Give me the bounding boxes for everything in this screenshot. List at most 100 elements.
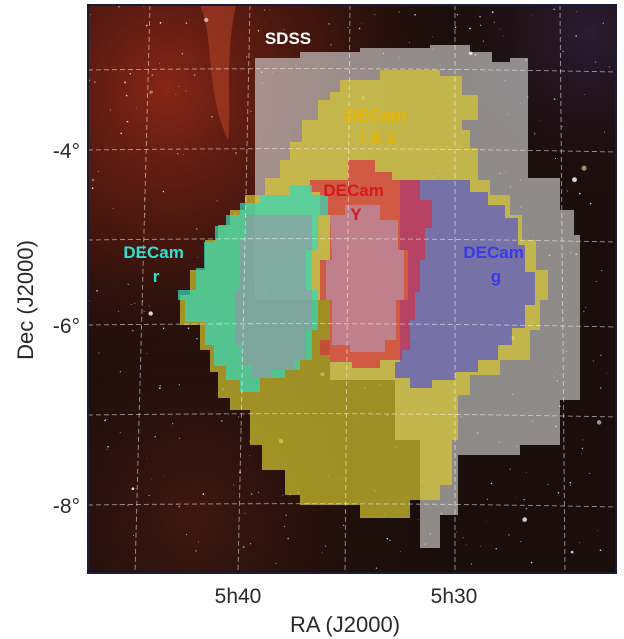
- star: [525, 472, 527, 474]
- star: [118, 6, 120, 8]
- star: [106, 418, 108, 420]
- star: [264, 21, 266, 23]
- coordinate-grid: [88, 5, 616, 573]
- star: [130, 304, 132, 305]
- star: [185, 90, 187, 92]
- star: [399, 551, 401, 553]
- star: [582, 439, 584, 441]
- star: [330, 44, 332, 46]
- star: [563, 71, 565, 73]
- star: [136, 107, 137, 109]
- star: [398, 11, 400, 13]
- star: [562, 50, 564, 53]
- star: [575, 11, 577, 13]
- star: [216, 200, 218, 202]
- star: [599, 549, 602, 552]
- star: [606, 372, 608, 374]
- star: [249, 543, 252, 545]
- star: [146, 352, 148, 354]
- star: [283, 28, 285, 31]
- star: [119, 432, 121, 434]
- star: [244, 512, 246, 514]
- star: [602, 22, 604, 24]
- star: [88, 300, 91, 302]
- star: [178, 437, 181, 440]
- star: [204, 17, 209, 23]
- star: [221, 420, 223, 422]
- star: [328, 23, 330, 25]
- star: [578, 192, 581, 195]
- star: [109, 109, 111, 111]
- label-iz: DECam i & z: [345, 106, 410, 147]
- star: [94, 81, 96, 83]
- star: [181, 53, 184, 55]
- star: [163, 475, 164, 477]
- star: [347, 27, 349, 29]
- star: [151, 74, 154, 76]
- star: [146, 457, 148, 459]
- star: [553, 8, 555, 11]
- star: [134, 302, 136, 304]
- star: [547, 483, 549, 485]
- star: [470, 563, 473, 565]
- star: [600, 354, 602, 357]
- star: [375, 567, 378, 569]
- star: [417, 519, 419, 520]
- star: [162, 190, 165, 193]
- star: [197, 256, 199, 258]
- star: [566, 190, 568, 192]
- y-tick-label: -8°: [53, 495, 80, 518]
- star: [119, 371, 121, 373]
- star: [113, 564, 115, 566]
- y-tick-label: -4°: [53, 140, 80, 163]
- star: [187, 279, 189, 281]
- star: [250, 110, 252, 112]
- star: [145, 213, 147, 215]
- star: [91, 187, 94, 189]
- star: [414, 13, 416, 16]
- star: [112, 208, 114, 210]
- star: [131, 329, 134, 332]
- star: [569, 482, 572, 484]
- star: [162, 327, 165, 329]
- star: [604, 131, 605, 133]
- star: [595, 61, 597, 63]
- star: [569, 484, 571, 486]
- star: [148, 494, 150, 496]
- star: [386, 537, 389, 540]
- star: [104, 419, 106, 422]
- star: [107, 445, 109, 448]
- star: [469, 27, 471, 30]
- star: [325, 545, 327, 547]
- star: [106, 448, 108, 451]
- star: [179, 255, 182, 258]
- label-sdss: SDSS: [265, 29, 311, 48]
- star: [117, 310, 119, 312]
- star: [198, 541, 199, 543]
- star: [202, 493, 205, 495]
- star: [185, 22, 188, 24]
- star: [238, 416, 240, 418]
- star: [269, 8, 271, 11]
- star: [495, 548, 497, 550]
- star: [502, 35, 504, 37]
- footprint-g: [395, 180, 535, 388]
- star: [305, 510, 307, 512]
- label-y-line2: Y: [350, 205, 362, 224]
- star: [554, 157, 557, 159]
- star: [539, 119, 541, 121]
- x-axis-title: RA (J2000): [290, 612, 400, 637]
- star: [479, 15, 481, 18]
- star: [480, 545, 482, 547]
- star: [465, 544, 467, 546]
- star: [456, 13, 459, 16]
- star: [185, 534, 187, 536]
- x-tick-label: 5h40: [215, 585, 262, 608]
- star: [342, 524, 345, 527]
- star: [127, 283, 129, 286]
- footprints: [178, 45, 580, 548]
- star: [92, 179, 94, 181]
- star: [358, 27, 361, 30]
- x-tick-label: 5h30: [431, 585, 478, 608]
- y-tick-label: -6°: [53, 315, 80, 338]
